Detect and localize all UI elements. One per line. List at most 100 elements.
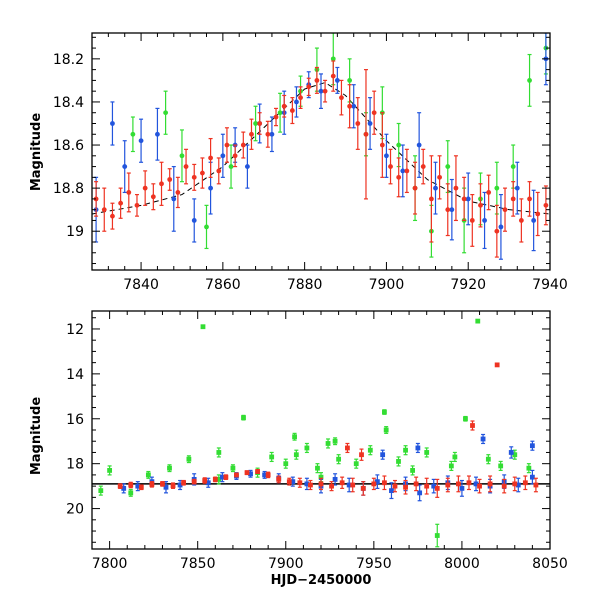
top-data-point — [465, 196, 471, 202]
bottom-data-point — [191, 479, 197, 485]
bottom-data-point — [244, 470, 250, 476]
bottom-data-point — [339, 480, 345, 486]
bottom-series-2 — [98, 318, 532, 548]
top-y-tick-label: 18.4 — [53, 95, 84, 111]
top-data-point — [208, 185, 213, 191]
bottom-data-point — [533, 482, 539, 488]
top-data-point — [514, 185, 520, 191]
bottom-data-point — [149, 481, 155, 487]
bottom-data-point — [353, 461, 359, 467]
top-data-point — [101, 207, 107, 213]
top-data-point — [510, 196, 516, 202]
bottom-data-point — [498, 463, 504, 469]
top-data-point — [510, 164, 516, 169]
bottom-data-point — [121, 485, 127, 491]
top-y-tick-label: 18.6 — [53, 138, 84, 154]
top-data-point — [150, 194, 156, 200]
top-x-tick-label: 7900 — [369, 277, 405, 293]
top-data-point — [269, 131, 275, 137]
top-data-point — [314, 78, 320, 83]
bottom-data-point — [283, 461, 289, 467]
top-data-point — [469, 218, 475, 223]
bottom-data-point — [117, 483, 123, 489]
top-data-point — [494, 228, 500, 234]
top-data-point — [298, 95, 303, 101]
bottom-y-axis-label: Magnitude — [29, 397, 44, 476]
bottom-plot-frame — [91, 310, 551, 550]
bottom-data-point — [216, 450, 222, 455]
top-data-point — [498, 224, 504, 230]
bottom-data-point — [128, 482, 134, 488]
top-data-point — [118, 200, 124, 206]
top-y-tick-label: 18.2 — [53, 52, 84, 68]
bottom-data-point — [463, 416, 468, 422]
bottom-data-point — [318, 481, 324, 487]
bottom-data-point — [526, 465, 532, 471]
top-data-point — [253, 121, 258, 126]
bottom-data-point — [350, 482, 356, 488]
top-data-point — [396, 174, 402, 180]
top-data-point — [420, 164, 426, 169]
top-data-point — [518, 218, 524, 223]
bottom-data-point — [485, 456, 491, 462]
bottom-x-tick-label: 7900 — [268, 556, 304, 572]
bottom-data-point — [329, 483, 334, 489]
bottom-data-point — [452, 454, 458, 460]
bottom-data-point — [212, 476, 218, 482]
bottom-data-point — [346, 482, 352, 488]
bottom-data-point — [325, 441, 331, 446]
bottom-axes: 7800 7850 7900 7950 8000 8050 12 14 16 18 20 — [66, 311, 568, 572]
top-series-0 — [93, 60, 549, 258]
top-x-tick-label: 7860 — [205, 277, 241, 293]
top-x-tick-label: 7920 — [450, 277, 486, 293]
top-data-point — [339, 95, 344, 101]
top-x-tick-label: 7840 — [123, 277, 159, 293]
bottom-data-point — [475, 318, 481, 324]
bottom-data-point — [367, 447, 373, 453]
top-data-point — [122, 164, 128, 169]
top-data-point — [445, 207, 451, 213]
top-data-point — [396, 142, 402, 148]
top-data-point — [384, 153, 389, 159]
top-data-point — [273, 114, 279, 120]
top-data-point — [138, 138, 144, 144]
bottom-data-point — [515, 482, 521, 488]
bottom-x-tick-label: 8050 — [532, 556, 568, 572]
top-data-point — [110, 121, 115, 126]
bottom-y-tick-label: 18 — [66, 457, 84, 473]
top-data-point — [163, 110, 169, 116]
top-data-point — [371, 110, 377, 116]
top-data-point — [171, 196, 177, 202]
top-data-point — [429, 196, 434, 202]
top-data-point — [294, 99, 299, 105]
top-data-point — [330, 73, 336, 79]
bottom-data-point — [107, 468, 113, 473]
bottom-data-point — [431, 483, 437, 489]
top-y-tick-label: 19 — [66, 224, 84, 240]
bottom-data-point — [512, 452, 518, 458]
bottom-data-point — [315, 465, 320, 471]
bottom-y-tick-label: 12 — [66, 322, 84, 338]
bottom-x-tick-label: 7950 — [356, 556, 392, 572]
top-data-point — [322, 88, 328, 94]
top-axes: 7840 7860 7880 7900 7920 7940 18.2 18.4 18.6 18.8… — [53, 33, 568, 293]
top-data-point — [142, 185, 148, 191]
bottom-data-point — [297, 480, 303, 486]
bottom-data-point — [480, 436, 486, 442]
bottom-data-point — [445, 482, 451, 488]
bottom-data-point — [248, 471, 253, 477]
top-data-point — [130, 131, 136, 137]
top-data-point — [527, 78, 532, 83]
bottom-data-point — [332, 438, 338, 444]
bottom-data-point — [318, 474, 324, 480]
bottom-x-axis-label: HJD−2450000 — [271, 573, 372, 588]
bottom-data-point — [392, 483, 398, 489]
bottom-data-point — [396, 459, 401, 464]
bottom-data-point — [529, 474, 535, 480]
top-data-point — [257, 121, 263, 126]
bottom-data-point — [145, 472, 151, 478]
top-data-point — [249, 131, 254, 137]
bottom-data-point — [200, 324, 206, 330]
bottom-data-point — [424, 483, 430, 489]
top-data-point — [494, 185, 500, 191]
